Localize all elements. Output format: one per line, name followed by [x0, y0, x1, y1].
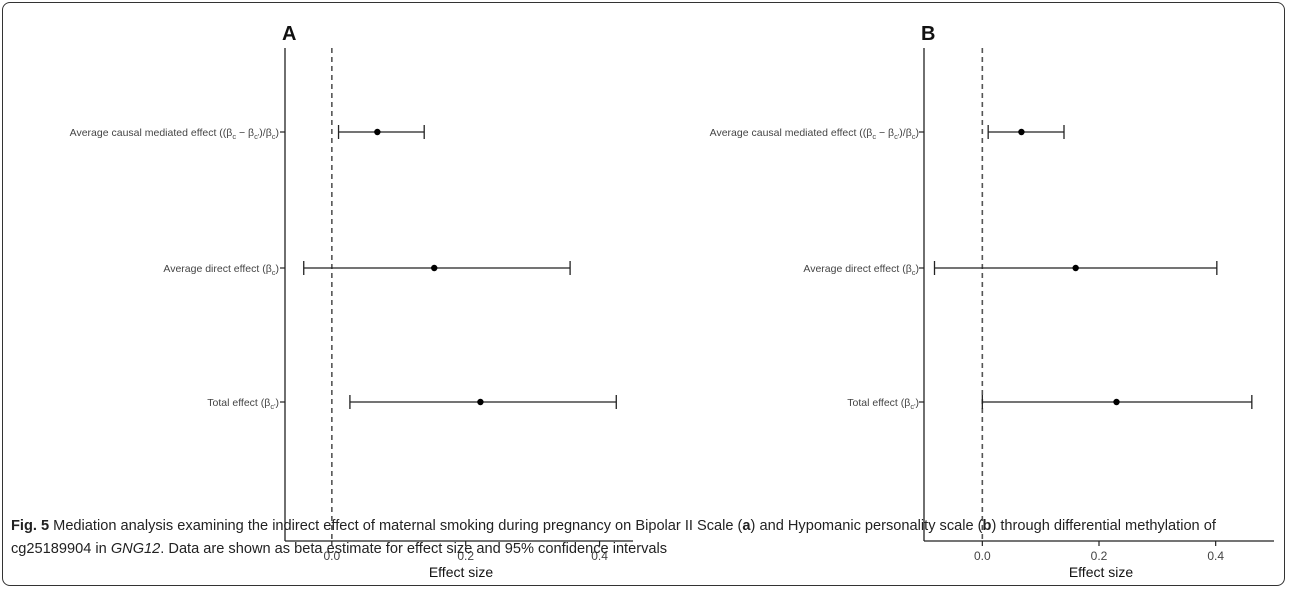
- panel-a-estimate-point: [477, 398, 484, 406]
- panel-a-x-tick-label: 0.2: [457, 549, 474, 563]
- panel-b-estimate-point: [1018, 128, 1025, 136]
- panel-b-row-label: Average direct effect (βc): [803, 263, 919, 277]
- panel-a-estimate-point: [431, 264, 438, 272]
- caption-panel-b: b: [982, 518, 992, 534]
- caption-gene: GNG12: [110, 541, 161, 557]
- panel-a-x-tick-label: 0.0: [324, 549, 341, 563]
- panel-a-row-label: Average direct effect (βc): [163, 263, 279, 277]
- panel-b-x-tick-label: 0.4: [1207, 549, 1224, 563]
- panel-b-estimate-point: [1072, 264, 1079, 272]
- figure-label: Fig. 5: [11, 518, 50, 534]
- panel-b-row-label: Average causal mediated effect ((βc − βc…: [710, 127, 919, 141]
- caption-text-2: ) and Hypomanic personality scale (: [750, 518, 983, 534]
- panel-a-x-label: Effect size: [429, 564, 494, 580]
- panel-a-title: A: [282, 23, 296, 45]
- panel-a-row-label: Total effect (βc'): [207, 397, 279, 411]
- panel-b-row-label: Total effect (βc'): [847, 397, 919, 411]
- panel-b-x-label: Effect size: [1069, 564, 1134, 580]
- panel-a-x-tick-label: 0.4: [591, 549, 608, 563]
- caption-text-1: Mediation analysis examining the indirec…: [49, 518, 743, 534]
- panel-b-x-tick-label: 0.0: [974, 549, 991, 563]
- panel-b-estimate-point: [1113, 398, 1120, 406]
- caption-text-4: . Data are shown as beta estimate for ef…: [160, 541, 668, 557]
- caption-text-3: ) through differential methylation of cg…: [11, 518, 1216, 557]
- panel-a-row-label: Average causal mediated effect ((βc − βc…: [70, 127, 279, 141]
- caption-panel-a: a: [742, 518, 751, 534]
- panel-b-x-tick-label: 0.2: [1091, 549, 1108, 563]
- figure-caption: Fig. 5 Mediation analysis examining the …: [11, 515, 1273, 561]
- panel-a-estimate-point: [374, 128, 381, 136]
- panel-b-title: B: [921, 23, 935, 45]
